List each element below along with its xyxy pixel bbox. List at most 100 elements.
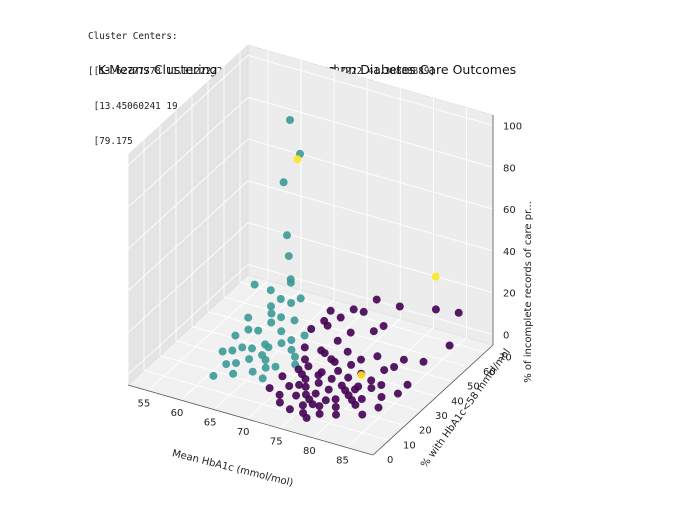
cluster-0-point <box>390 363 399 371</box>
cluster-1-point <box>296 294 305 303</box>
cluster-0-point <box>357 395 366 403</box>
cluster-0-point <box>292 391 301 400</box>
cluster-0-point <box>373 352 382 361</box>
cluster-1-point <box>277 339 286 348</box>
data-points <box>209 116 463 422</box>
grid-line <box>247 55 494 126</box>
cluster-0-point <box>380 366 389 375</box>
console-header: Cluster Centers: <box>88 31 178 43</box>
x-tick-label: 65 <box>204 418 217 429</box>
z-tick-label: 40 <box>503 247 516 258</box>
cluster-0-point <box>265 384 274 393</box>
cluster-0-point <box>315 409 324 418</box>
z-tick-label: 0 <box>503 331 509 342</box>
cluster-0-point <box>346 328 355 337</box>
cluster-1-point <box>250 280 259 289</box>
cluster-1-point <box>244 313 253 322</box>
grid-line <box>127 138 249 250</box>
cluster-2-point <box>431 272 440 281</box>
cluster-0-point <box>374 403 383 412</box>
cluster-0-point <box>377 393 386 401</box>
cluster-1-point <box>231 331 240 340</box>
cluster-0-point <box>431 305 440 314</box>
x-tick-label: 80 <box>303 446 316 457</box>
cluster-1-point <box>261 363 270 372</box>
cluster-0-point <box>294 365 303 374</box>
cluster-0-point <box>327 374 336 383</box>
cluster-1-point <box>287 299 296 307</box>
cluster-0-point <box>445 341 454 350</box>
cluster-1-point <box>279 178 288 187</box>
cluster-1-point <box>277 313 286 322</box>
cluster-1-point <box>254 326 263 335</box>
cluster-0-point <box>285 382 294 390</box>
z-axis-label: % of incomplete records of care pr... <box>523 201 534 383</box>
cluster-0-point <box>393 389 402 398</box>
cluster-1-point <box>287 336 296 345</box>
x-tick-label: 55 <box>137 399 150 410</box>
x-axis-label: Mean HbA1c (mmol/mol) <box>171 448 294 489</box>
cluster-0-point <box>285 405 294 414</box>
cluster-1-point <box>218 347 227 356</box>
cluster-1-point <box>287 345 296 354</box>
cluster-0-point <box>454 308 463 317</box>
cluster-0-point <box>321 396 330 405</box>
cluster-0-point <box>324 385 333 394</box>
cluster-1-point <box>284 252 293 261</box>
cluster-0-point <box>327 355 336 364</box>
z-tick-label: 100 <box>503 121 522 132</box>
cluster-0-point <box>344 373 353 382</box>
cluster-1-point <box>267 318 276 327</box>
cluster-1-point <box>267 302 275 311</box>
cluster-1-point <box>266 286 275 295</box>
y-tick-label: 50 <box>467 382 480 393</box>
cluster-1-point <box>228 346 237 355</box>
y-axis-line <box>372 344 494 456</box>
grid-line <box>143 369 390 441</box>
cluster-0-point <box>299 409 308 417</box>
cluster-1-point <box>267 309 276 318</box>
cluster-1-point <box>258 374 267 383</box>
cluster-1-point <box>238 343 247 352</box>
cluster-0-point <box>367 384 376 393</box>
cluster-0-point <box>275 390 284 399</box>
x-tick-label: 85 <box>336 455 349 466</box>
cluster-0-point <box>379 322 388 330</box>
cluster-0-point <box>403 380 412 389</box>
cluster-0-point <box>419 357 428 366</box>
cluster-0-point <box>344 391 353 400</box>
y-tick-label: 20 <box>419 426 432 437</box>
grid-line <box>207 311 454 383</box>
cluster-1-point <box>229 369 238 378</box>
cluster-1-point <box>286 275 295 284</box>
cluster-0-point <box>320 316 329 325</box>
y-tick-label: 40 <box>451 396 464 407</box>
cluster-1-point <box>264 343 273 352</box>
y-tick-label: 60 <box>483 367 496 378</box>
x-tick-label: 60 <box>171 408 184 419</box>
cluster-1-point <box>291 352 299 361</box>
z-tick-label: 80 <box>503 163 516 174</box>
cluster-0-point <box>369 327 378 336</box>
z-tick-label: 60 <box>503 205 516 216</box>
cluster-0-point <box>331 395 340 404</box>
cluster-1-point <box>300 331 309 340</box>
cluster-0-point <box>300 343 309 352</box>
cluster-0-point <box>314 378 323 387</box>
grid-line <box>247 138 494 210</box>
cluster-1-point <box>276 295 285 303</box>
cluster-1-point <box>245 355 254 364</box>
cluster-2-point <box>293 155 302 164</box>
cluster-0-point <box>347 360 356 369</box>
cluster-1-point <box>248 344 256 353</box>
z-tick-label: 20 <box>503 289 516 300</box>
cluster-0-point <box>372 295 381 304</box>
cluster-1-point <box>222 360 231 369</box>
cluster-0-point <box>377 381 386 389</box>
grid-line <box>346 337 467 448</box>
cluster-0-point <box>311 389 320 398</box>
grid-line <box>127 96 249 208</box>
y-tick-label: 0 <box>387 455 393 466</box>
